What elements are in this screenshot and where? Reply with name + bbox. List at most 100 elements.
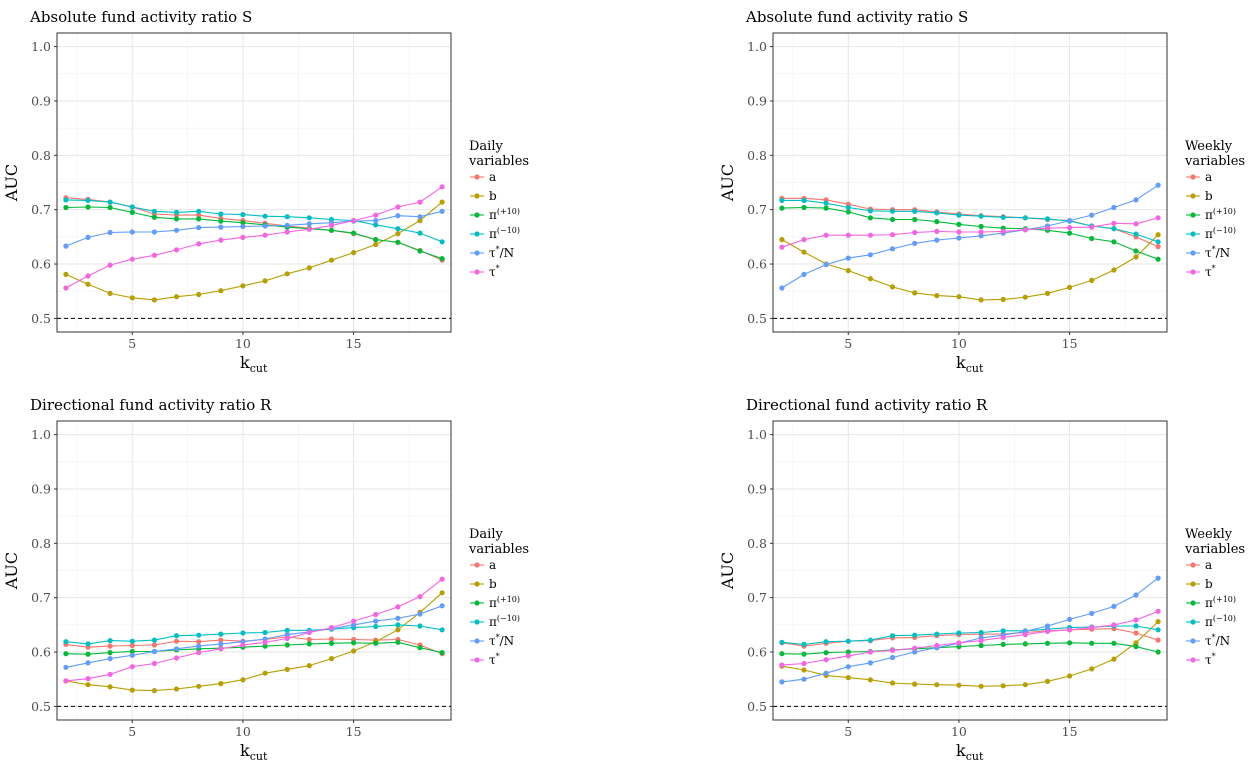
legend-label-sup: (+10) — [1213, 207, 1236, 216]
data-point — [306, 265, 312, 271]
legend-title-line1: Weekly — [1185, 527, 1233, 542]
data-point — [196, 208, 202, 214]
y-tick-label: 1.0 — [747, 39, 767, 54]
data-point — [439, 208, 445, 214]
legend-key-point — [1190, 619, 1196, 625]
series-line — [65, 636, 443, 655]
data-point — [439, 199, 445, 205]
data-point — [1133, 592, 1139, 598]
data-point — [262, 278, 268, 284]
legend-key-point — [474, 231, 480, 237]
data-point — [328, 640, 335, 646]
legend-item-tau_N: τ*/N — [1186, 633, 1230, 648]
data-point — [1155, 637, 1161, 643]
series-pi_plus — [779, 204, 1161, 262]
legend-item-tau: τ* — [470, 264, 500, 279]
data-point — [417, 230, 423, 236]
legend-title-line2: variables — [1184, 542, 1245, 557]
grid — [57, 421, 451, 720]
x-tick-label: 10 — [235, 724, 251, 739]
legend-key-point — [474, 174, 480, 180]
data-point — [129, 256, 135, 262]
data-point — [1089, 640, 1095, 646]
x-tick-label: 15 — [346, 336, 362, 351]
y-tick-label: 0.6 — [31, 645, 51, 660]
legend-label: π(−10) — [1205, 226, 1236, 241]
series-b — [779, 232, 1161, 303]
data-point — [978, 233, 984, 239]
data-point — [867, 208, 873, 214]
data-point — [1022, 641, 1028, 647]
data-point — [1111, 239, 1117, 245]
data-point — [107, 638, 113, 644]
data-point — [395, 622, 401, 628]
series-pi_plus — [63, 639, 445, 657]
data-point — [262, 213, 268, 219]
data-point — [173, 633, 180, 639]
data-point — [1044, 290, 1051, 296]
legend-label-name: π — [1205, 208, 1213, 222]
data-point — [1111, 204, 1117, 211]
series-line — [781, 217, 1159, 248]
data-point — [107, 290, 113, 296]
plot-border — [56, 420, 452, 721]
data-point — [151, 637, 157, 643]
data-point — [801, 249, 807, 255]
x-axis-label-main: k — [956, 741, 966, 760]
data-point — [978, 223, 984, 230]
data-point — [218, 211, 224, 217]
data-point — [1133, 248, 1139, 254]
data-point — [1089, 277, 1095, 283]
data-point — [845, 268, 851, 274]
data-point — [912, 645, 918, 651]
y-tick-label: 0.9 — [31, 481, 51, 496]
data-point — [889, 680, 896, 686]
chart-title: Absolute fund activity ratio S — [745, 8, 968, 26]
data-point — [867, 660, 873, 666]
data-point — [823, 205, 829, 211]
data-point — [1155, 244, 1161, 250]
data-point — [129, 209, 135, 215]
legend-label-name: π — [489, 208, 497, 222]
data-point — [779, 679, 785, 685]
data-point — [779, 237, 785, 243]
legend-item-pi_minus: π(−10) — [1186, 614, 1236, 629]
data-point — [779, 651, 785, 657]
data-point — [801, 204, 807, 211]
series-b — [63, 199, 445, 303]
data-point — [956, 294, 962, 300]
legend-label-sup: (+10) — [497, 207, 520, 216]
series-b — [63, 590, 445, 694]
data-point — [129, 652, 135, 658]
data-point — [351, 618, 357, 624]
data-point — [196, 632, 202, 638]
data-point — [306, 636, 312, 643]
data-point — [151, 252, 157, 258]
data-point — [373, 218, 379, 224]
series-line — [65, 199, 443, 243]
legend-label-name: π — [1205, 596, 1213, 610]
legend-label-name: τ — [1205, 634, 1212, 648]
x-tick-label: 10 — [951, 336, 967, 351]
data-point — [1067, 225, 1073, 231]
series-b — [779, 619, 1161, 689]
data-point — [306, 226, 312, 232]
plot-border — [772, 420, 1168, 721]
y-tick-label: 0.8 — [747, 148, 767, 163]
data-point — [107, 671, 113, 677]
series-line — [65, 605, 443, 668]
data-point — [934, 210, 940, 216]
data-point — [351, 230, 357, 236]
data-point — [240, 630, 246, 636]
legend-label: π(+10) — [1205, 207, 1236, 222]
legend-label-sup: * — [496, 652, 500, 661]
legend-label-name: τ — [489, 265, 496, 279]
data-point — [196, 212, 202, 218]
chart-svg: Absolute fund activity ratio S 0.5 0.6 0.7 0… — [718, 8, 1245, 375]
data-point — [867, 276, 873, 282]
x-axis-label: kcut — [240, 741, 268, 763]
legend-label-suffix: /N — [500, 246, 515, 260]
x-axis-label: kcut — [956, 353, 984, 375]
data-point — [173, 655, 180, 661]
